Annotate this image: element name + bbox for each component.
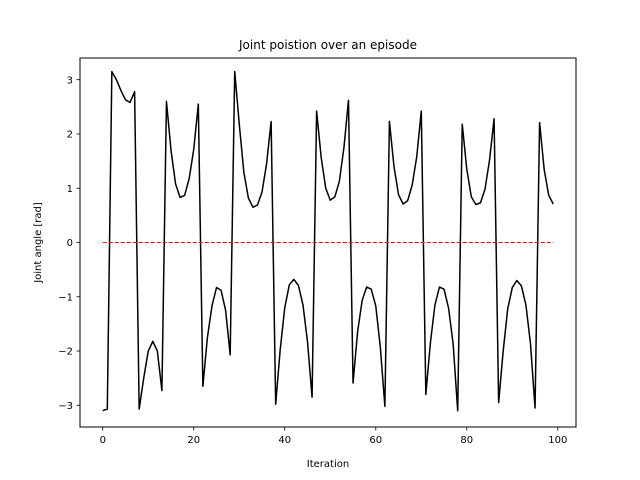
y-tick-label: −1	[58, 292, 73, 303]
x-axis-label: Iteration	[307, 459, 349, 470]
x-tick-label: 80	[460, 435, 473, 446]
series-layer	[102, 70, 554, 412]
x-tick-label: 20	[187, 435, 200, 446]
x-axis: 0 20 40 60 80 100	[100, 427, 567, 446]
y-tick-label: 1	[67, 184, 73, 195]
x-tick-label: 100	[548, 435, 567, 446]
y-tick-label: 2	[67, 130, 73, 141]
y-tick-label: −2	[58, 347, 73, 358]
series-line-0	[102, 70, 554, 412]
y-axis: −3 −2 −1 0 1 2 3	[58, 75, 80, 412]
y-axis-label: Joint angle [rad]	[33, 202, 44, 284]
y-tick-label: 3	[67, 75, 73, 86]
x-tick-label: 0	[100, 435, 106, 446]
x-tick-label: 40	[278, 435, 291, 446]
y-tick-label: 0	[67, 238, 73, 249]
chart-title: Joint poistion over an episode	[238, 38, 417, 52]
x-tick-label: 60	[369, 435, 382, 446]
y-tick-label: −3	[58, 401, 73, 412]
